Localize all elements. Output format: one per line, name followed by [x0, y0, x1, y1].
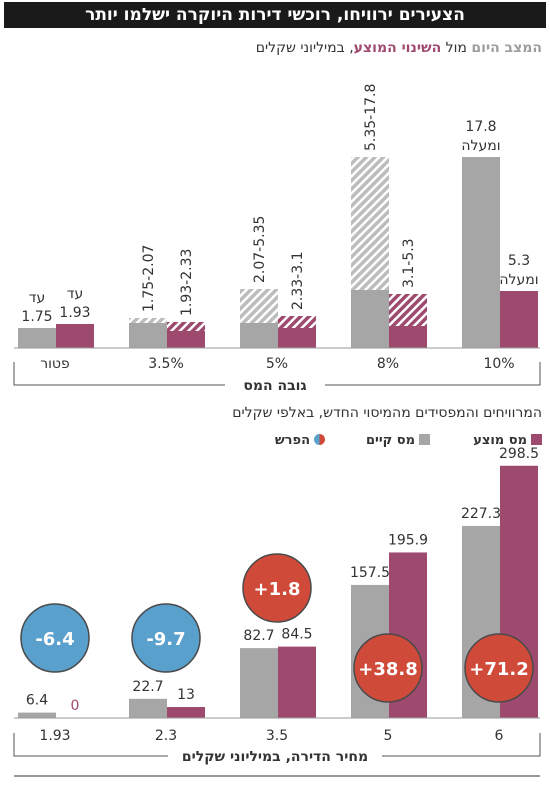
chart-title: הצעירים ירוויחו, רוכשי דירות היוקרה ישלמ…: [4, 2, 546, 28]
price-tick-0: 1.93: [39, 728, 70, 744]
bar-gray-solid-0: [18, 328, 56, 348]
value-current-0: 6.4: [26, 693, 48, 709]
legend-diff: הפרש: [275, 433, 325, 448]
bar-label-purple-4-a: 5.3: [508, 253, 530, 269]
price-tick-1: 2.3: [155, 728, 177, 744]
tick-label-1: 3.5%: [148, 356, 184, 372]
diff-value-0: -6.4: [35, 629, 74, 650]
diff-circle-1: [131, 603, 201, 673]
bar-label-gray-4-a: 17.8: [465, 119, 496, 135]
value-proposed-0: 0: [71, 698, 80, 714]
bar-label-purple-0-b: 1.93: [59, 305, 90, 321]
tick-label-3: 8%: [377, 356, 399, 372]
bar-label-purple-2: 2.33-3.1: [290, 252, 306, 311]
legend-proposed-label: מס מוצע: [473, 433, 527, 448]
bar-current-0: [18, 712, 56, 718]
diff-circle-2: [242, 553, 312, 623]
chart2-subtitle: המרוויחים והמפסידים מהמיסוי החדש, באלפי …: [232, 405, 542, 421]
chart2-xlabel-bg: [168, 746, 382, 766]
value-current-2: 82.7: [243, 628, 274, 644]
bar-gray-solid-1: [129, 323, 167, 348]
value-proposed-3: 195.9: [388, 532, 428, 548]
bar-label-purple-3: 3.1-5.3: [401, 238, 417, 288]
bar-label-gray-0-a: עד: [29, 290, 45, 306]
legend-current: מס קיים: [366, 433, 430, 448]
diff-circle-3: [353, 633, 423, 703]
subtitle-purple: השינוי המוצע: [353, 40, 442, 56]
price-tick-2: 3.5: [266, 728, 288, 744]
value-current-3: 157.5: [350, 565, 390, 581]
price-tick-3: 5: [384, 728, 393, 744]
bar-label-gray-0-b: 1.75: [21, 309, 52, 325]
bar-label-purple-1: 1.93-2.33: [179, 249, 195, 316]
bar-purple-hatched-3: [389, 294, 427, 326]
bar-gray-solid-2: [240, 323, 278, 348]
bar-current-2: [240, 648, 278, 718]
price-tick-4: 6: [495, 728, 504, 744]
bar-label-gray-2: 2.07-5.35: [252, 216, 268, 283]
chart2: 6.4 01.93 -6.4 22.7 13 2.3 -9.7 82.7 84.5 3.5 +1.8…: [13, 446, 541, 766]
diff-value-2: +1.8: [254, 579, 301, 600]
subtitle-gray: המצב היום: [471, 40, 542, 56]
diff-value-4: +71.2: [469, 659, 529, 680]
bar-purple-solid-0: [56, 324, 94, 348]
legend-current-swatch: [419, 434, 430, 445]
tick-label-2: 5%: [266, 356, 288, 372]
tick-label-0: פטור: [40, 356, 70, 372]
subtitle-mid: מול: [441, 40, 472, 56]
legend-current-label: מס קיים: [365, 433, 415, 448]
chart1: עד 1.75 עד 1.93 פטור 1.75-2.07 1.93-2.33 3.5% 2.…: [13, 84, 541, 395]
tick-label-4: 10%: [483, 356, 514, 372]
chart1-subtitle: המצב היום מול השינוי המוצע, במיליוני שקל…: [256, 40, 542, 56]
value-current-4: 227.3: [461, 506, 501, 522]
bar-label-purple-4-b: ומעלה: [499, 272, 538, 288]
value-proposed-2: 84.5: [281, 627, 312, 643]
legend-proposed: מס מוצע: [473, 433, 542, 448]
bar-label-gray-3: 5.35-17.8: [363, 84, 379, 151]
legend-proposed-swatch: [531, 434, 542, 445]
diff-circle-4: [464, 633, 534, 703]
subtitle-rest: , במיליוני שקלים: [255, 40, 354, 56]
bar-label-gray-4-b: ומעלה: [461, 138, 500, 154]
bar-proposed-1: [167, 707, 205, 718]
bar-current-1: [129, 698, 167, 718]
chart1-xlabel-bg: [225, 375, 325, 395]
chart1-xlabel: גובה המס: [243, 378, 306, 394]
bar-gray-hatched-2: [240, 289, 278, 323]
diff-circle-0: [20, 603, 90, 673]
bar-gray-solid-3: [351, 290, 389, 348]
bar-purple-solid-1: [167, 331, 205, 348]
value-current-1: 22.7: [132, 679, 163, 695]
chart2-xlabel: מחיר הדירה, במיליוני שקלים: [182, 749, 368, 765]
value-proposed-4: 298.5: [499, 446, 539, 462]
bar-gray-solid-4: [462, 157, 500, 348]
bar-purple-hatched-2: [278, 316, 316, 328]
bar-purple-solid-2: [278, 328, 316, 348]
bar-gray-hatched-3: [351, 157, 389, 290]
value-proposed-1: 13: [177, 687, 195, 703]
legend-diff-label: הפרש: [274, 433, 310, 448]
diff-value-3: +38.8: [358, 659, 418, 680]
bar-purple-solid-4: [500, 291, 538, 348]
bar-purple-hatched-1: [167, 322, 205, 331]
diff-value-1: -9.7: [146, 629, 185, 650]
bar-purple-solid-3: [389, 326, 427, 348]
bar-label-purple-0-a: עד: [67, 286, 83, 302]
legend-diff-swatch: [314, 434, 325, 445]
bar-gray-hatched-1: [129, 318, 167, 323]
bar-proposed-2: [278, 646, 316, 718]
bar-label-gray-1: 1.75-2.07: [141, 245, 157, 312]
